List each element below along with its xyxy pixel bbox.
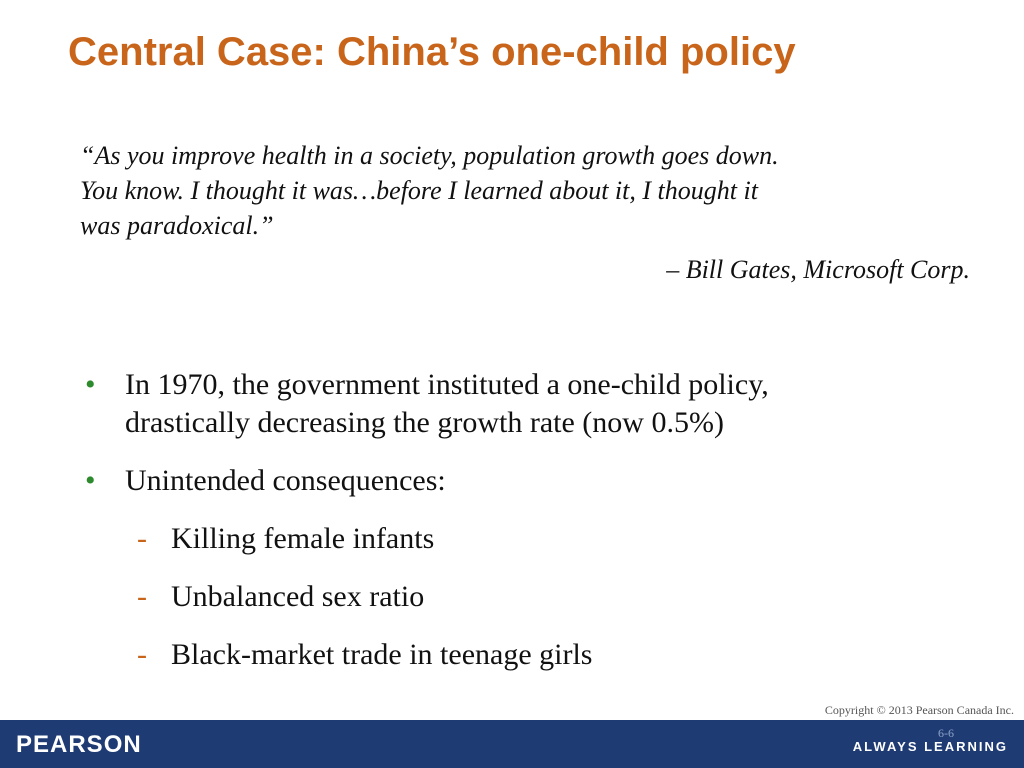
sub-bullet-item: - Unbalanced sex ratio — [137, 578, 985, 616]
page-number: 6-6 — [938, 726, 954, 740]
sub-bullet-text: Unbalanced sex ratio — [171, 580, 425, 613]
slide-title: Central Case: China’s one-child policy — [68, 30, 796, 74]
pearson-logo: PEARSON — [16, 731, 142, 758]
bullet-marker: • — [85, 464, 96, 497]
sub-bullet-marker: - — [137, 580, 147, 613]
sub-bullet-item: - Killing female infants — [137, 520, 985, 558]
copyright-notice: Copyright © 2013 Pearson Canada Inc. — [824, 703, 1014, 717]
sub-bullet-list: - Killing female infants - Unbalanced se… — [137, 520, 985, 674]
sub-bullet-text: Killing female infants — [171, 522, 435, 555]
bullet-text: drastically decreasing the growth rate (… — [125, 406, 724, 439]
bullet-item: • In 1970, the government instituted a o… — [85, 366, 985, 442]
footer-tagline: ALWAYS LEARNING — [852, 739, 1008, 754]
quote-attribution: – Bill Gates, Microsoft Corp. — [666, 255, 970, 284]
bullet-text: Unintended consequences: — [125, 464, 446, 497]
quote-line: was paradoxical.” — [80, 211, 274, 240]
quote: “As you improve health in a society, pop… — [80, 138, 980, 243]
bullet-list: • In 1970, the government instituted a o… — [85, 366, 985, 674]
sub-bullet-marker: - — [137, 522, 147, 555]
sub-bullet-marker: - — [137, 638, 147, 671]
quote-line: “As you improve health in a society, pop… — [80, 141, 779, 170]
sub-bullet-text: Black-market trade in teenage girls — [171, 638, 593, 671]
bullet-marker: • — [85, 368, 96, 401]
quote-line: You know. I thought it was…before I lear… — [80, 176, 758, 205]
bullet-item: • Unintended consequences: — [85, 462, 985, 500]
sub-bullet-item: - Black-market trade in teenage girls — [137, 636, 985, 674]
footer-bar: PEARSON 6-6 ALWAYS LEARNING — [0, 720, 1024, 768]
bullet-text: In 1970, the government instituted a one… — [125, 368, 769, 401]
